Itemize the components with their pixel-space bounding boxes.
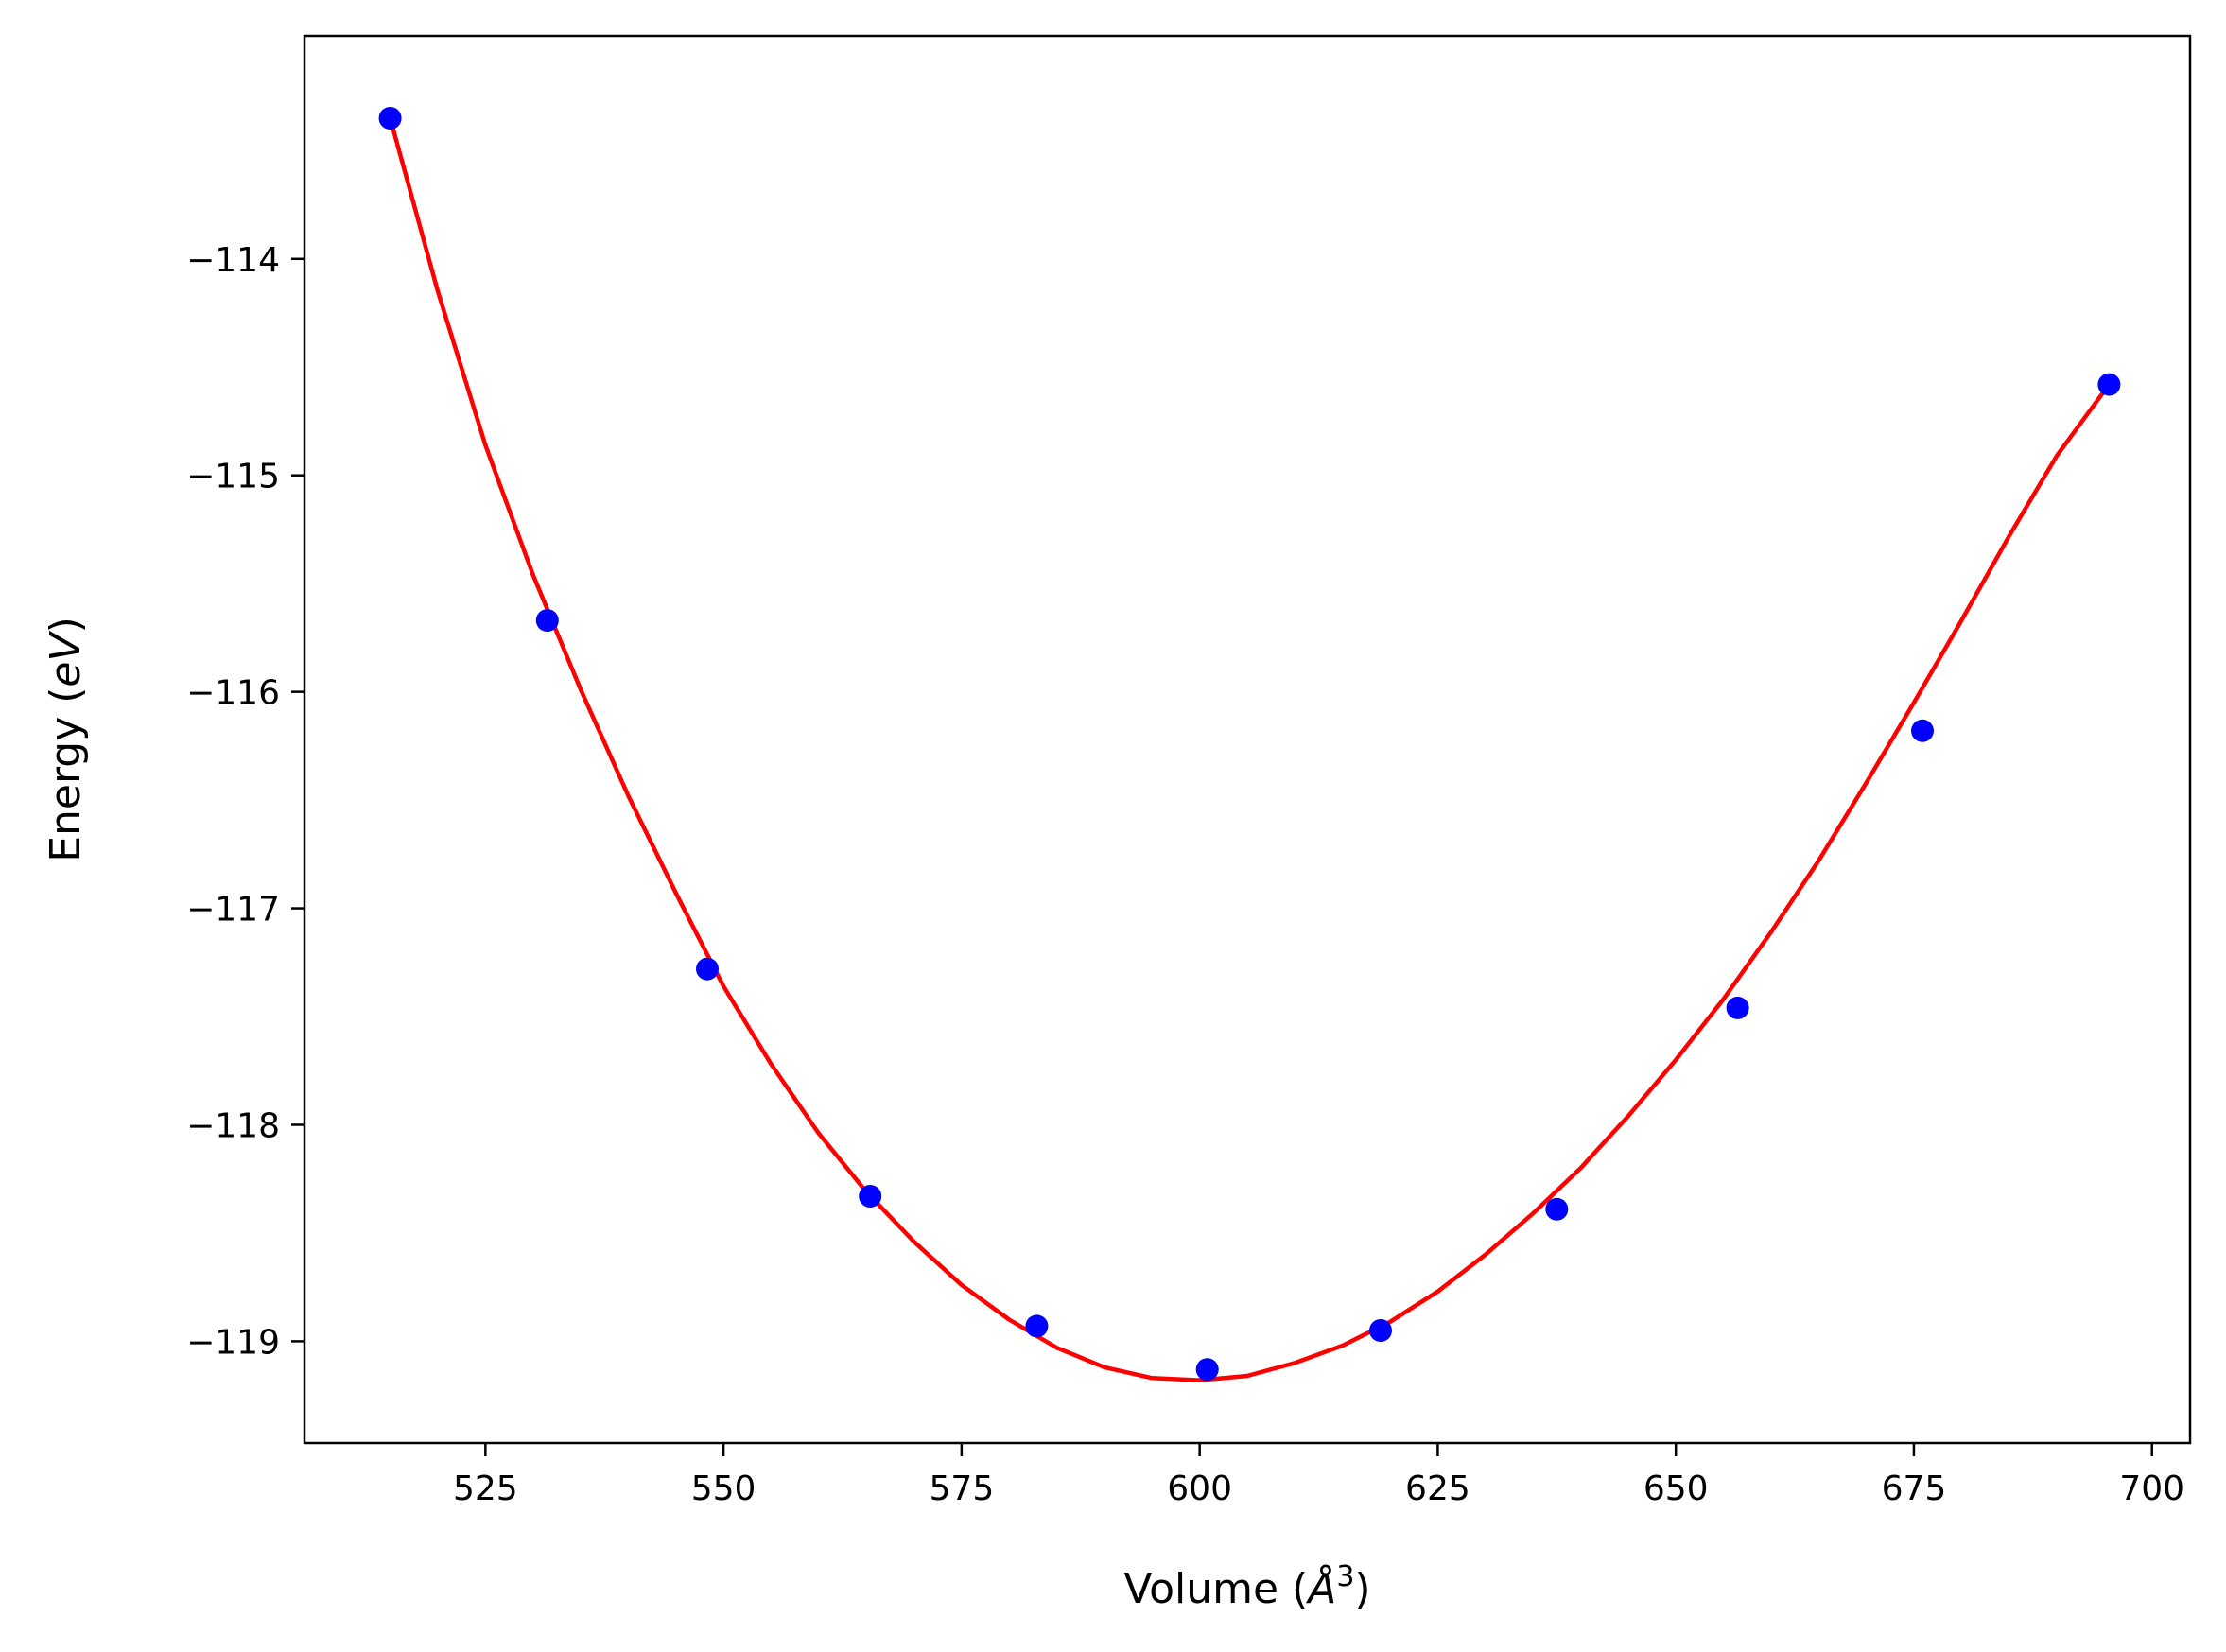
data-point bbox=[1195, 1358, 1219, 1382]
data-point bbox=[535, 609, 559, 633]
x-axis-unit: Å bbox=[1305, 1563, 1336, 1613]
x-axis-unit-power: 3 bbox=[1336, 1560, 1354, 1593]
x-tick-label: 525 bbox=[453, 1469, 518, 1508]
data-point bbox=[859, 1185, 882, 1208]
data-point bbox=[696, 957, 719, 981]
data-point bbox=[2097, 373, 2121, 396]
data-point bbox=[1545, 1197, 1569, 1221]
y-tick-label: −114 bbox=[186, 241, 280, 280]
data-points-layer bbox=[378, 107, 2121, 1382]
x-tick-label: 625 bbox=[1405, 1469, 1470, 1508]
plot-frame bbox=[303, 34, 2192, 1445]
data-point bbox=[1911, 719, 1934, 742]
fit-curve bbox=[388, 117, 2112, 1382]
y-axis-unit: eV bbox=[42, 631, 90, 687]
y-tick-label: −117 bbox=[186, 891, 280, 930]
x-tick-label: 575 bbox=[930, 1469, 995, 1508]
x-tick-label: 600 bbox=[1167, 1469, 1232, 1508]
x-tick-label: 700 bbox=[2119, 1469, 2184, 1508]
x-tick-label: 550 bbox=[691, 1469, 756, 1508]
data-point bbox=[378, 107, 402, 130]
y-tick-label: −118 bbox=[186, 1106, 280, 1145]
x-tick-label: 650 bbox=[1643, 1469, 1709, 1508]
x-tick-label: 675 bbox=[1882, 1469, 1947, 1508]
data-point bbox=[1369, 1319, 1392, 1342]
y-tick-label: −116 bbox=[186, 674, 280, 713]
fit-curve-layer bbox=[388, 117, 2112, 1382]
x-axis-label-text: Volume bbox=[1123, 1565, 1278, 1613]
y-tick-label: −119 bbox=[186, 1323, 280, 1362]
y-axis-ticks: −119 −118 −117 −116 −115 −114 bbox=[186, 241, 304, 1362]
y-tick-label: −115 bbox=[186, 458, 280, 496]
data-point bbox=[1726, 996, 1749, 1019]
y-axis-label: Energy (eV) bbox=[42, 617, 90, 862]
x-axis-ticks: 525 550 575 600 625 650 675 700 bbox=[453, 1443, 2184, 1508]
y-axis-label-text: Energy bbox=[42, 717, 90, 862]
x-axis-label: Volume (Å3) bbox=[1123, 1560, 1370, 1613]
data-point bbox=[1025, 1314, 1049, 1338]
